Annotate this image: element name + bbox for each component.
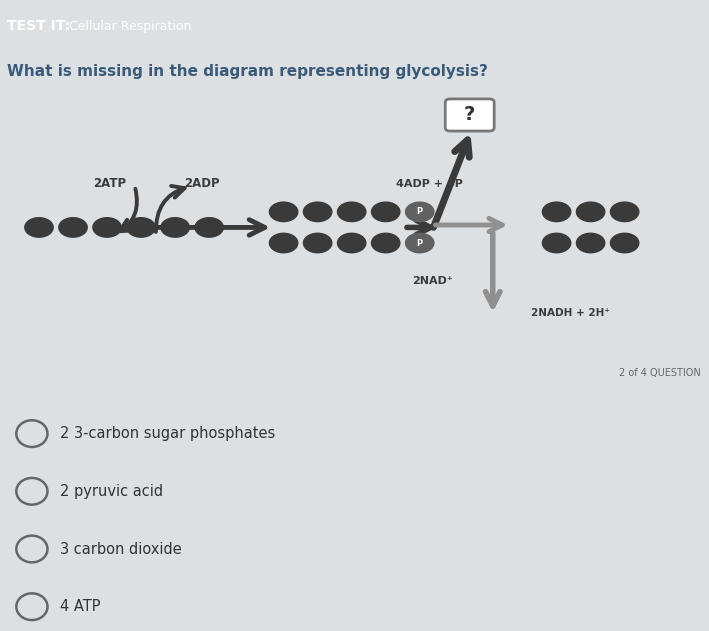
Circle shape	[269, 202, 298, 221]
Circle shape	[610, 202, 639, 221]
FancyBboxPatch shape	[445, 99, 494, 131]
Circle shape	[576, 233, 605, 253]
Text: P: P	[417, 208, 423, 216]
Text: ?: ?	[464, 105, 476, 124]
Circle shape	[269, 233, 298, 253]
Circle shape	[372, 233, 400, 253]
Text: Cellular Respiration: Cellular Respiration	[65, 20, 191, 33]
Text: What is missing in the diagram representing glycolysis?: What is missing in the diagram represent…	[7, 64, 488, 79]
Circle shape	[303, 202, 332, 221]
Text: 4 ATP: 4 ATP	[60, 599, 101, 614]
Text: P: P	[417, 239, 423, 247]
Text: 2NADH + 2H⁺: 2NADH + 2H⁺	[531, 308, 610, 317]
Text: 2 of 4 QUESTION: 2 of 4 QUESTION	[619, 369, 700, 379]
Circle shape	[25, 218, 53, 237]
Text: TEST IT:: TEST IT:	[7, 19, 70, 33]
Circle shape	[406, 233, 434, 253]
Circle shape	[127, 218, 155, 237]
Circle shape	[337, 202, 366, 221]
Circle shape	[610, 233, 639, 253]
Circle shape	[59, 218, 87, 237]
Circle shape	[576, 202, 605, 221]
Text: 3 carbon dioxide: 3 carbon dioxide	[60, 541, 182, 557]
Circle shape	[542, 233, 571, 253]
Circle shape	[93, 218, 121, 237]
Circle shape	[406, 202, 434, 221]
Text: 2 3-carbon sugar phosphates: 2 3-carbon sugar phosphates	[60, 426, 276, 441]
Text: 2ADP: 2ADP	[184, 177, 220, 190]
Circle shape	[303, 233, 332, 253]
Circle shape	[372, 202, 400, 221]
Text: 2 pyruvic acid: 2 pyruvic acid	[60, 484, 163, 499]
Circle shape	[161, 218, 189, 237]
Text: 2ATP: 2ATP	[94, 177, 126, 190]
Circle shape	[195, 218, 223, 237]
Text: 2NAD⁺: 2NAD⁺	[412, 276, 453, 286]
Circle shape	[542, 202, 571, 221]
Circle shape	[337, 233, 366, 253]
Text: 4ADP + 4P: 4ADP + 4P	[396, 179, 462, 189]
